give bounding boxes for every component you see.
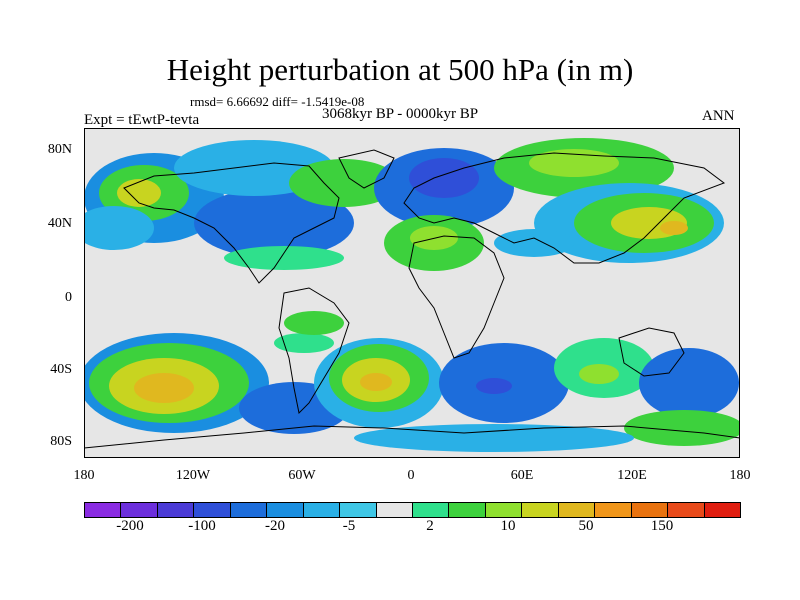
- contour-region: [84, 206, 154, 250]
- contour-map: [84, 128, 740, 458]
- lat-tick-label: 80S: [50, 434, 72, 449]
- contour-region: [274, 333, 334, 353]
- colorbar-swatch: [375, 502, 413, 518]
- contour-region: [476, 378, 512, 394]
- contour-region: [579, 364, 619, 384]
- lon-tick-label: 180: [73, 468, 95, 483]
- contour-region: [194, 188, 354, 258]
- lon-tick-label: 0: [407, 468, 415, 483]
- colorbar-swatch: [302, 502, 341, 518]
- colorbar-label: -200: [116, 518, 144, 534]
- lat-tick-label: 0: [65, 290, 72, 305]
- colorbar-swatch: [594, 502, 632, 518]
- period-label: 3068kyr BP - 0000kyr BP: [322, 106, 479, 122]
- lon-tick-label: 120E: [617, 468, 647, 483]
- stats-line: rmsd= 6.66692 diff= -1.5419e-08: [190, 94, 365, 109]
- contour-region: [494, 229, 574, 257]
- continent-outline: [84, 425, 740, 449]
- colorbar-label: 10: [500, 518, 516, 534]
- continent-outline: [278, 287, 350, 415]
- continent-outline: [408, 235, 505, 359]
- colorbar-swatch: [521, 502, 559, 518]
- lat-tick-label: 40N: [47, 216, 72, 231]
- contour-region: [624, 410, 740, 446]
- colorbar-swatch: [229, 502, 268, 518]
- colorbar-swatch: [266, 502, 304, 518]
- colorbar-swatch: [412, 502, 450, 518]
- colorbar-label: 2: [426, 518, 434, 534]
- colorbar-swatch: [84, 502, 122, 518]
- continent-outline: [338, 149, 395, 189]
- colorbar-swatch: [630, 502, 669, 518]
- lon-tick-label: 180: [729, 468, 751, 483]
- colorbar-label: -100: [188, 518, 216, 534]
- colorbar-label: 150: [650, 518, 674, 534]
- coastlines: [84, 149, 740, 449]
- lon-tick-label: 60E: [510, 468, 534, 483]
- contour-region: [354, 424, 634, 452]
- colorbar-swatch: [484, 502, 523, 518]
- contour-region: [360, 373, 392, 391]
- experiment-label: Expt = tEwtP-tevta: [84, 112, 200, 128]
- colorbar-label: 50: [578, 518, 594, 534]
- continent-outline: [403, 152, 726, 264]
- colorbar-swatch: [703, 502, 741, 518]
- contour-region: [289, 159, 399, 207]
- contour-region: [134, 373, 194, 403]
- lat-tick-label: 40S: [50, 362, 72, 377]
- contour-region: [284, 311, 344, 335]
- lon-tick-label: 120W: [175, 468, 211, 483]
- continent-outline: [618, 327, 685, 377]
- colorbar-swatch: [448, 502, 486, 518]
- colorbar-swatch: [667, 502, 705, 518]
- colorbar-swatch: [557, 502, 596, 518]
- colorbar-label: -5: [342, 518, 356, 534]
- colorbar-swatch: [339, 502, 377, 518]
- contour-fields: [84, 138, 740, 452]
- season-label: ANN: [702, 108, 735, 124]
- map-frame: [84, 128, 740, 458]
- continent-outline: [123, 162, 340, 284]
- lat-tick-label: 80N: [47, 142, 72, 157]
- contour-region: [660, 221, 688, 235]
- lon-tick-label: 60W: [288, 468, 316, 483]
- contour-region: [639, 348, 739, 418]
- contour-region: [409, 158, 479, 198]
- colorbar-label: -20: [265, 518, 285, 534]
- colorbar-swatch: [193, 502, 231, 518]
- colorbar-swatch: [120, 502, 158, 518]
- contour-region: [224, 246, 344, 270]
- plot-title: Height perturbation at 500 hPa (in m): [166, 52, 634, 87]
- colorbar-swatch: [156, 502, 195, 518]
- contour-region: [529, 149, 619, 177]
